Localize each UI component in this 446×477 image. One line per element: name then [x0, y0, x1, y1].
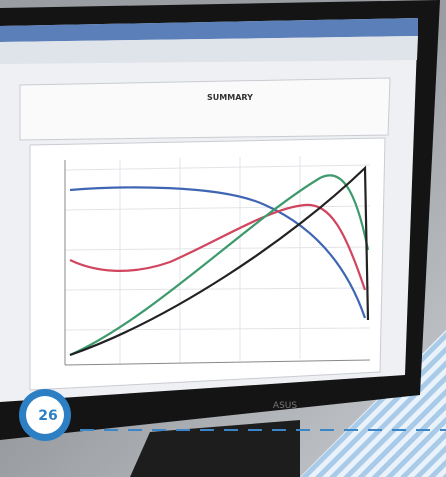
report-header — [19, 77, 391, 141]
monitor-brand: ASUS — [273, 401, 297, 411]
screen-title: SUMMARY — [207, 93, 253, 102]
curves — [69, 165, 370, 357]
monitor-stand — [130, 420, 300, 477]
badge-inner — [26, 396, 64, 434]
curve-black — [69, 165, 370, 357]
curve-blue — [69, 186, 367, 319]
curve-green — [69, 174, 370, 357]
axis — [64, 359, 371, 366]
window-titlebar — [0, 18, 418, 42]
badge-number: 26 — [38, 408, 57, 424]
toolbar — [0, 36, 418, 64]
curve-red — [69, 203, 367, 291]
